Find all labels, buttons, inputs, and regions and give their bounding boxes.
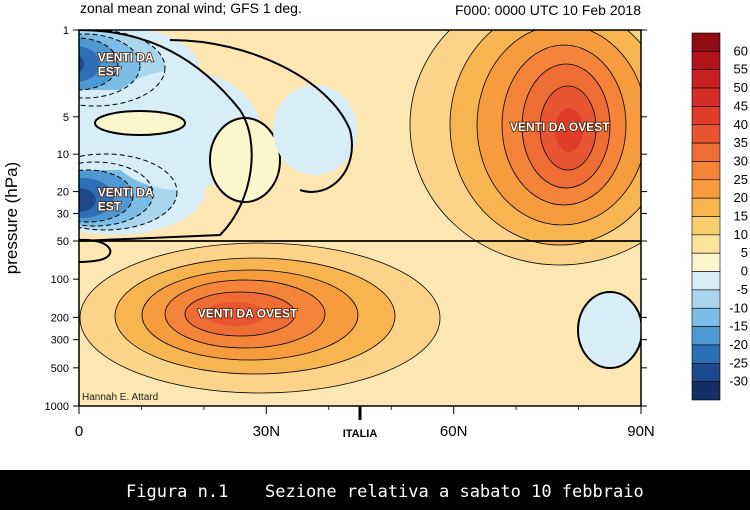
colorbar-tick-label: 45	[734, 98, 748, 113]
colorbar-tick-label: -5	[736, 282, 748, 297]
colorbar-swatch	[691, 216, 721, 236]
figure-caption: Sezione relativa a sabato 10 febbraio	[265, 482, 644, 502]
x-tick-label: 30N	[253, 423, 281, 440]
caption-bar	[0, 470, 750, 510]
x-tick-label: 0	[75, 423, 83, 440]
colorbar-tick-label: 30	[734, 153, 748, 168]
colorbar-tick-label: -30	[729, 374, 748, 389]
y-tick-label: 10	[57, 149, 69, 161]
contour-field	[79, 30, 641, 406]
x-tick-label: 90N	[627, 423, 655, 440]
colorbar-tick-label: 5	[741, 245, 748, 260]
colorbar-tick-label: -10	[729, 300, 748, 315]
y-axis-label: pressure (hPa)	[2, 162, 21, 274]
colorbar-swatch	[691, 51, 721, 70]
y-tick-label: 30	[57, 208, 69, 220]
region-annotations: VENTI DA EST VENTI DA EST VENTI DA OVEST VENT…	[97, 50, 611, 321]
y-tick-label: 500	[51, 363, 69, 375]
colorbar-swatch	[691, 234, 721, 254]
y-tick-label: 300	[51, 335, 69, 347]
y-tick-label: 200	[51, 312, 69, 324]
colorbar-swatch	[691, 289, 721, 309]
x-tick-label: 60N	[440, 423, 468, 440]
colorbar-tick-label: 10	[734, 227, 748, 242]
zonal-wind-contour-chart: zonal mean zonal wind; GFS 1 deg. F000: …	[2, 0, 748, 440]
colorbar-swatch	[691, 271, 721, 291]
colorbar-tick-label: 25	[734, 172, 748, 187]
chart-title-right: F000: 0000 UTC 10 Feb 2018	[455, 2, 641, 18]
colorbar-swatch	[691, 124, 721, 144]
region-label: VENTI DA OVEST	[198, 306, 298, 320]
colorbar-tick-label: 0	[741, 264, 748, 279]
colorbar-swatch	[691, 197, 721, 217]
colorbar-swatch	[691, 252, 721, 272]
colorbar-swatch	[691, 87, 721, 107]
colorbar-swatch	[691, 69, 721, 89]
colorbar-tick-label: -15	[729, 319, 748, 334]
y-tick-label: 50	[57, 236, 69, 248]
colorbar-tick-label: 40	[734, 117, 748, 132]
colorbar-swatch	[691, 142, 721, 162]
y-tick-label: 5	[63, 112, 69, 124]
region-label: VENTI DA OVEST	[510, 120, 610, 134]
colorbar-tick-label: 15	[734, 209, 748, 224]
colorbar-tick-label: 55	[734, 62, 748, 77]
colorbar-swatch	[691, 381, 721, 401]
colorbar-tick-label: 60	[734, 43, 748, 58]
figure-number: Figura n.1	[126, 482, 229, 502]
colorbar-swatch	[691, 326, 721, 346]
y-tick-label: 1	[63, 25, 69, 37]
colorbar-swatch	[691, 362, 721, 382]
y-tick-label: 100	[51, 274, 69, 286]
colorbar-tick-label: -20	[729, 337, 748, 352]
colorbar-tick-label: 35	[734, 135, 748, 150]
colorbar-tick-label: 50	[734, 80, 748, 95]
y-tick-label: 1000	[45, 401, 69, 413]
colorbar-swatch	[691, 106, 721, 126]
y-tick-label: 20	[57, 187, 69, 199]
colorbar-tick-label: 20	[734, 190, 748, 205]
x-axis: 0 30N 60N 90N ITALIA	[75, 406, 655, 440]
colorbar-swatch	[691, 179, 721, 199]
colorbar-swatch	[691, 307, 721, 327]
colorbar-swatch	[691, 344, 721, 364]
colorbar-swatch	[691, 32, 721, 52]
credit-label: Hannah E. Attard	[82, 392, 158, 403]
colorbar-swatch	[691, 161, 721, 181]
colorbar-tick-label: -25	[729, 355, 748, 370]
colorbar: 605550454035302520151050-5-10-15-20-25-3…	[691, 32, 748, 401]
italia-label: ITALIA	[343, 428, 378, 440]
chart-title-left: zonal mean zonal wind; GFS 1 deg.	[80, 0, 302, 16]
region-label: VENTI DA EST	[98, 186, 154, 214]
region-label: VENTI DA EST	[98, 51, 154, 79]
y-axis: 1 5 10 20 30 50 100 200 300 500 1000	[45, 25, 647, 413]
